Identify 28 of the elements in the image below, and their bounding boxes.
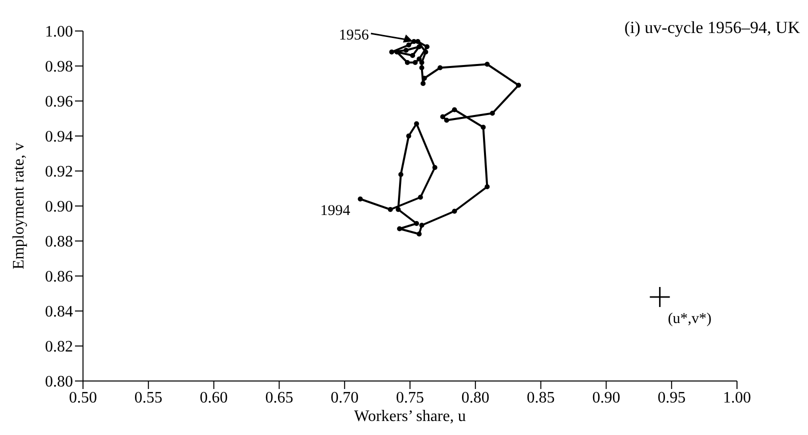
y-tick-label: 0.88 [45,234,73,251]
x-tick-label: 0.95 [658,389,686,406]
x-tick-label: 0.85 [526,389,555,406]
x-tick-label: 0.65 [265,389,294,406]
chart-title: (i) uv-cycle 1956–94, UK [624,18,800,38]
y-tick-label: 0.80 [45,374,73,391]
y-tick-label: 0.92 [45,164,73,181]
x-tick-label: 1.00 [723,389,751,406]
y-axis-title: Employment rate, v [10,142,28,270]
y-tick-label: 0.86 [45,268,73,286]
y-tick-label: 0.96 [45,94,73,111]
x-tick-label: 0.75 [396,389,424,406]
y-tick-label: 0.82 [45,338,73,356]
x-tick-label: 0.90 [592,389,620,406]
y-tick-label: 0.90 [45,198,73,216]
y-tick-label: 1.00 [45,24,73,41]
y-tick-label: 0.94 [45,128,73,146]
annotation: 1994 [320,203,351,219]
x-tick-label: 0.50 [69,389,97,406]
x-axis-title: Workers’ share, u [354,408,466,425]
x-tick-label: 0.55 [134,389,162,406]
y-tick-label: 0.98 [45,58,73,76]
y-tick-label: 0.84 [45,304,73,321]
x-tick-label: 0.60 [200,389,228,406]
annotation: (u*,v*) [668,311,712,327]
x-tick-label: 0.80 [461,389,490,406]
x-tick-label: 0.70 [330,389,359,406]
annotation: 1956 [338,28,370,44]
